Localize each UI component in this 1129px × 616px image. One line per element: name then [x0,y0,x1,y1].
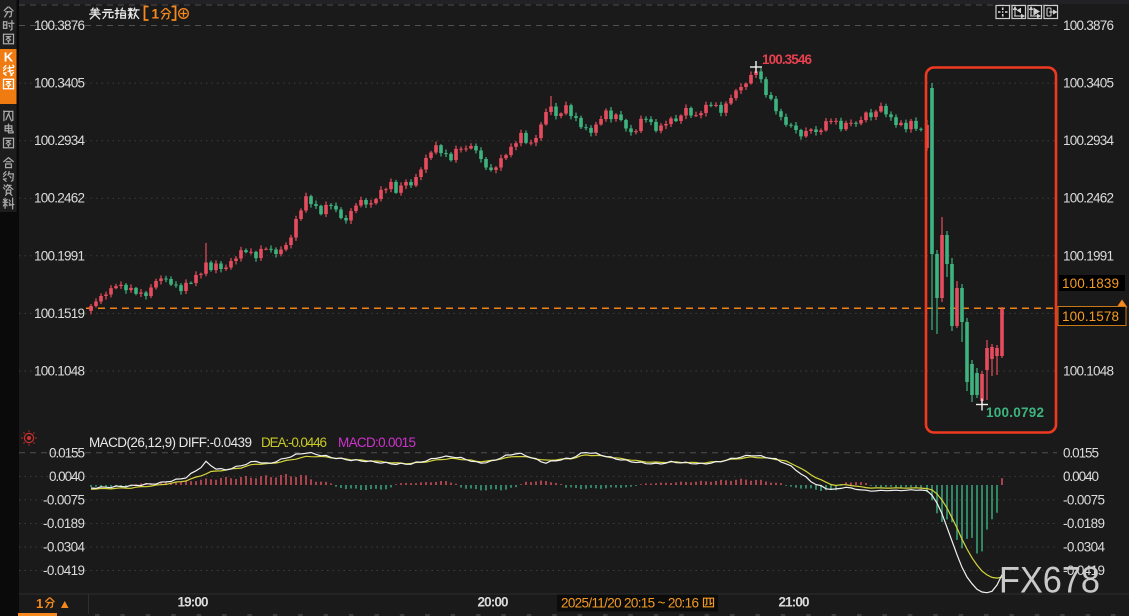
svg-text:-0.0189: -0.0189 [1063,516,1105,531]
svg-text:0.0155: 0.0155 [49,445,85,460]
svg-text:100.1519: 100.1519 [34,306,85,321]
svg-text:0.0040: 0.0040 [1063,469,1099,484]
svg-text:-0.0419: -0.0419 [1063,563,1105,578]
svg-text:100.2934: 100.2934 [34,133,85,148]
svg-text:MACD(26,12,9) DIFF:-0.0439: MACD(26,12,9) DIFF:-0.0439 [89,435,252,450]
svg-text:21:00: 21:00 [779,595,810,610]
svg-text:100.2462: 100.2462 [1063,191,1114,206]
svg-text:100.1578: 100.1578 [1062,309,1119,324]
svg-text:100.0792: 100.0792 [986,405,1044,420]
svg-text:100.3405: 100.3405 [34,76,85,91]
svg-text:100.3405: 100.3405 [1063,76,1114,91]
svg-text:K: K [4,50,14,65]
svg-text:1: 1 [36,596,43,611]
svg-text:100.3876: 100.3876 [34,18,85,33]
svg-text:-0.0075: -0.0075 [43,492,85,507]
svg-text:0.0040: 0.0040 [49,469,85,484]
svg-text:19:00: 19:00 [178,595,209,610]
svg-text:-0.0189: -0.0189 [43,516,85,531]
svg-text:-0.0304: -0.0304 [1063,540,1105,555]
svg-text:20:00: 20:00 [478,595,509,610]
svg-text:100.1991: 100.1991 [1063,248,1114,263]
svg-text:0.0155: 0.0155 [1063,445,1099,460]
svg-text:100.1048: 100.1048 [1063,364,1114,379]
svg-text:2025/11/20 20:15 ~ 20:16: 2025/11/20 20:15 ~ 20:16 [561,596,699,611]
svg-text:100.3876: 100.3876 [1063,18,1114,33]
svg-text:100.3546: 100.3546 [762,52,812,67]
svg-text:100.1048: 100.1048 [34,364,85,379]
svg-text:FX678: FX678 [999,560,1100,601]
svg-text:MACD:0.0015: MACD:0.0015 [338,435,416,450]
svg-text:100.1839: 100.1839 [1062,276,1119,291]
svg-text:-0.0075: -0.0075 [1063,492,1105,507]
svg-text:DEA:-0.0446: DEA:-0.0446 [261,435,327,450]
svg-text:-0.0419: -0.0419 [43,563,85,578]
svg-text:100.2934: 100.2934 [1063,133,1114,148]
svg-text:100.2462: 100.2462 [34,191,85,206]
svg-text:1: 1 [152,7,160,22]
svg-text:100.1991: 100.1991 [34,248,85,263]
svg-text:-0.0304: -0.0304 [43,540,85,555]
